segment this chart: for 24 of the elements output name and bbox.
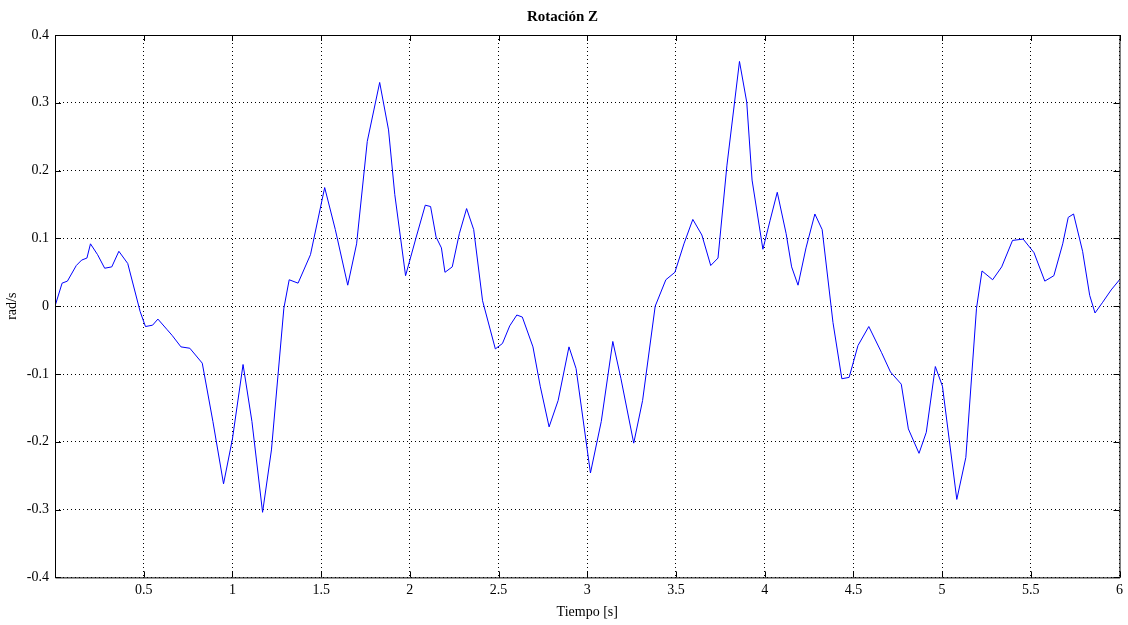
y-tick-label: -0.4 [26,569,49,585]
y-tick-label: 0 [42,297,49,313]
x-tick-label: 4.5 [844,582,863,598]
y-axis-title: rad/s [4,292,20,320]
x-tick-label: 1 [228,582,236,598]
y-tick-label: 0.1 [31,230,49,246]
y-tick-label: -0.2 [26,433,49,449]
x-tick-label: 2.5 [489,582,508,598]
x-tick-label: 5.5 [1022,582,1040,598]
x-axis-title: Tiempo [s] [556,604,618,620]
chart-title: Rotación Z [526,7,599,24]
x-tick-label: 3 [583,582,591,598]
x-tick-label: 0.5 [134,582,153,598]
x-tick-label: 4 [761,582,769,598]
y-tick-label: 0.2 [31,162,49,178]
x-tick-label: 3.5 [667,582,685,598]
y-tick-label: 0.3 [31,94,49,110]
y-tick-label: -0.3 [26,501,49,517]
x-tick-label: 5 [938,582,946,598]
x-tick-label: 1.5 [312,582,330,598]
y-tick-label: -0.1 [26,365,49,381]
x-tick-label: 6 [1116,582,1123,598]
x-tick-label: 2 [406,582,414,598]
y-tick-label: 0.4 [31,26,49,42]
